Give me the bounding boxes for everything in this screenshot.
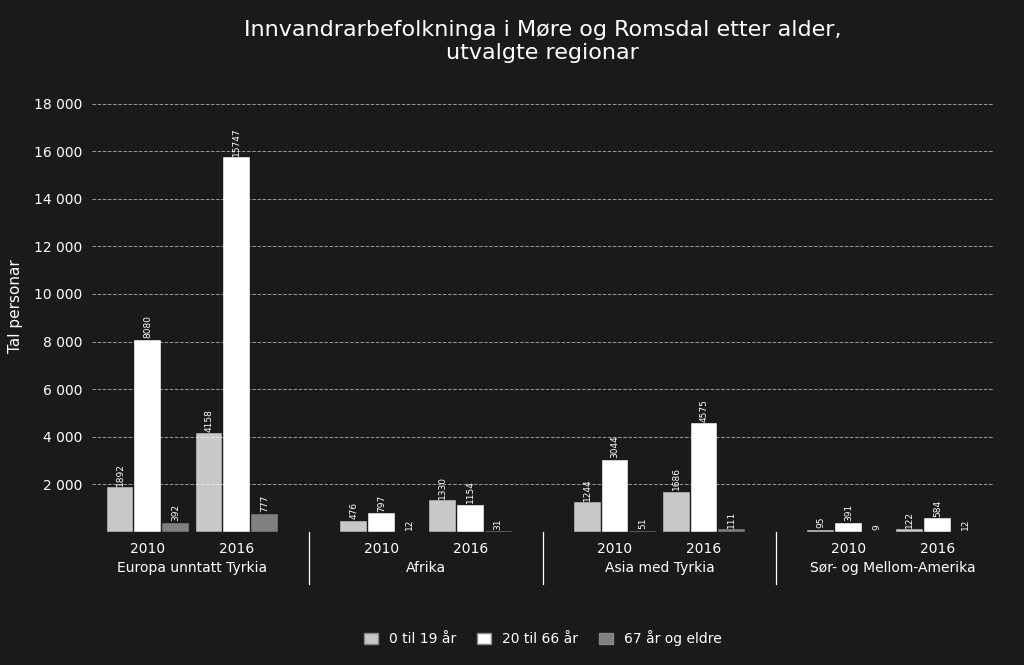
Text: 584: 584: [933, 499, 942, 517]
Bar: [340, 521, 367, 532]
Text: Afrika: Afrika: [406, 561, 446, 575]
Title: Innvandrarbefolkninga i Møre og Romsdal etter alder,
utvalgte regionar: Innvandrarbefolkninga i Møre og Romsdal …: [244, 20, 842, 63]
Bar: [106, 487, 133, 532]
Bar: [573, 502, 600, 532]
Text: 797: 797: [377, 494, 386, 511]
Bar: [719, 529, 745, 532]
Text: 1244: 1244: [583, 478, 592, 501]
Text: 15747: 15747: [232, 127, 242, 156]
Text: 392: 392: [171, 504, 180, 521]
Text: 4575: 4575: [699, 399, 709, 422]
Text: 122: 122: [905, 511, 914, 527]
Bar: [808, 530, 835, 532]
Bar: [663, 492, 689, 532]
Text: 111: 111: [727, 511, 736, 528]
Text: 95: 95: [816, 517, 825, 528]
Legend: 0 til 19 år, 20 til 66 år, 67 år og eldre: 0 til 19 år, 20 til 66 år, 67 år og eldr…: [358, 624, 727, 652]
Y-axis label: Tal personar: Tal personar: [8, 259, 23, 352]
Bar: [836, 523, 862, 532]
Bar: [223, 157, 250, 532]
Text: 8080: 8080: [143, 315, 153, 338]
Bar: [251, 513, 278, 532]
Text: 31: 31: [494, 518, 503, 530]
Bar: [196, 433, 222, 532]
Text: Europa unntatt Tyrkia: Europa unntatt Tyrkia: [117, 561, 267, 575]
Text: Asia med Tyrkia: Asia med Tyrkia: [604, 561, 715, 575]
Text: 777: 777: [260, 495, 269, 512]
Bar: [690, 423, 718, 532]
Bar: [925, 518, 951, 532]
Text: 12: 12: [404, 519, 414, 530]
Text: 391: 391: [844, 504, 853, 521]
Text: 3044: 3044: [610, 436, 620, 458]
Text: 9: 9: [872, 525, 881, 531]
Bar: [602, 460, 629, 532]
Text: Sør- og Mellom-Amerika: Sør- og Mellom-Amerika: [810, 561, 976, 575]
Bar: [429, 500, 456, 532]
Bar: [896, 529, 924, 532]
Bar: [457, 505, 483, 532]
Text: 1892: 1892: [116, 463, 125, 485]
Bar: [134, 340, 161, 532]
Text: 51: 51: [638, 518, 647, 529]
Text: 1330: 1330: [438, 476, 447, 499]
Text: 12: 12: [961, 519, 970, 530]
Bar: [162, 523, 189, 532]
Bar: [368, 513, 395, 532]
Text: 476: 476: [349, 502, 358, 519]
Bar: [630, 531, 656, 532]
Text: 1686: 1686: [672, 467, 681, 491]
Text: 4158: 4158: [205, 409, 213, 432]
Text: 1154: 1154: [466, 480, 475, 503]
Bar: [485, 531, 512, 532]
